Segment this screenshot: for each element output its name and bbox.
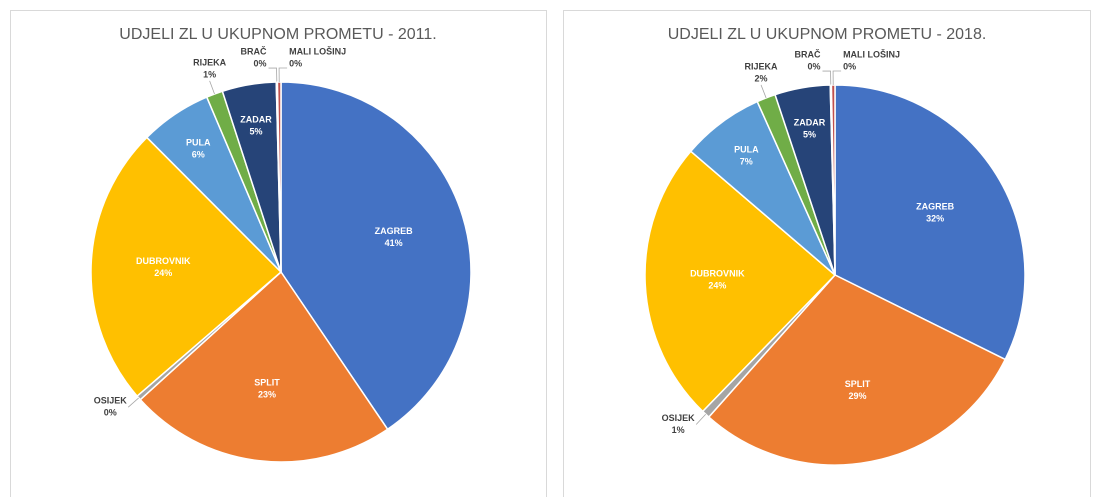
pie-slice — [90, 136, 283, 398]
data-label-name: RIJEKA — [193, 57, 227, 67]
leader-line — [832, 70, 842, 86]
data-label-name: BRAČ — [795, 48, 821, 59]
data-label-name: OSIJEK — [662, 413, 696, 423]
data-label-name: PULA — [734, 145, 759, 155]
leader-line — [760, 84, 767, 99]
leader-line — [209, 80, 215, 95]
data-label-value: 1% — [672, 425, 685, 435]
leader-line — [278, 67, 288, 83]
data-label-name: MALI LOŠINJ — [843, 48, 900, 59]
leader-line — [822, 70, 832, 86]
data-label-value: 1% — [203, 69, 216, 79]
chart-title: UDJELI ZL U UKUPNOM PROMETU - 2018. — [668, 26, 987, 43]
chart-title: UDJELI ZL U UKUPNOM PROMETU - 2011. — [119, 26, 436, 43]
data-label-value: 0% — [289, 58, 302, 68]
data-label-value: 0% — [104, 408, 117, 418]
data-label-name: MALI LOŠINJ — [289, 45, 346, 56]
data-label-value: 6% — [192, 149, 205, 159]
data-label-name: DUBROVNIK — [690, 269, 745, 279]
data-label-name: OSIJEK — [94, 396, 128, 406]
data-label-name: SPLIT — [845, 379, 871, 389]
data-label-name: SPLIT — [254, 377, 280, 387]
data-label-value: 5% — [803, 129, 816, 139]
data-label-name: ZADAR — [240, 114, 272, 124]
data-label-value: 32% — [926, 213, 944, 223]
data-label-value: 41% — [385, 238, 403, 248]
leader-line — [695, 413, 706, 425]
data-label-value: 0% — [254, 58, 267, 68]
data-label-value: 2% — [755, 73, 768, 83]
data-label-value: 0% — [807, 61, 820, 71]
data-label-value: 23% — [258, 389, 276, 399]
data-label-name: ZAGREB — [916, 201, 955, 211]
data-label-value: 7% — [740, 157, 753, 167]
leader-line — [127, 397, 139, 408]
data-label-value: 5% — [250, 126, 263, 136]
data-label-value: 0% — [843, 61, 856, 71]
leader-line — [268, 67, 278, 83]
data-label-name: RIJEKA — [745, 61, 779, 71]
data-label-name: DUBROVNIK — [136, 256, 191, 266]
data-label-value: 24% — [708, 281, 726, 291]
data-label-value: 24% — [154, 268, 172, 278]
data-label-name: BRAČ — [241, 45, 267, 56]
data-label-name: ZADAR — [794, 117, 826, 127]
data-label-value: 29% — [848, 391, 866, 401]
pie-slice — [834, 84, 1026, 361]
pie-slice — [280, 81, 472, 431]
data-label-name: PULA — [186, 137, 211, 147]
pie-slice — [139, 270, 389, 463]
pie-slice — [707, 274, 1007, 466]
pie-slice — [644, 150, 837, 413]
data-label-name: ZAGREB — [375, 226, 414, 236]
